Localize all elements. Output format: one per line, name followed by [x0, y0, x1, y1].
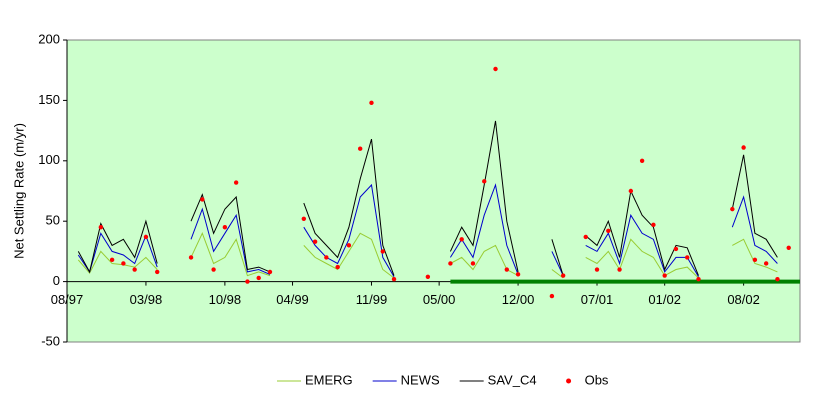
y-tick-label: 50 — [46, 213, 60, 228]
obs-point — [493, 66, 498, 72]
legend-label: Obs — [585, 372, 609, 387]
obs-point — [504, 267, 509, 272]
obs-point — [730, 206, 735, 212]
obs-point — [233, 180, 239, 185]
obs-point — [459, 237, 464, 242]
obs-point — [617, 267, 622, 272]
obs-point — [594, 267, 600, 272]
x-tick-label: 12/00 — [502, 292, 535, 307]
obs-point — [358, 146, 363, 151]
obs-point — [143, 234, 149, 240]
obs-point — [775, 276, 780, 282]
series-line — [77, 232, 778, 279]
obs-point — [696, 276, 701, 282]
x-tick-label: 11/99 — [356, 292, 388, 307]
x-tick-label: 07/01 — [581, 292, 614, 307]
obs-point — [188, 255, 194, 260]
obs-point — [121, 261, 126, 266]
y-tick-label: 0 — [53, 273, 60, 288]
obs-point — [662, 273, 667, 278]
obs-point — [222, 225, 228, 230]
obs-point — [312, 239, 318, 244]
obs-point — [155, 269, 160, 275]
obs-point — [211, 267, 216, 272]
x-tick-label: 03/98 — [130, 292, 163, 307]
x-tick-label: 08/97 — [51, 292, 84, 307]
obs-point — [673, 246, 679, 252]
obs-point — [763, 261, 769, 266]
series-line — [77, 183, 778, 278]
obs-point — [515, 272, 521, 277]
series-line — [77, 120, 778, 276]
obs-point — [606, 228, 611, 234]
obs-point — [200, 197, 205, 202]
obs-point — [752, 257, 758, 263]
obs-point — [369, 100, 374, 106]
obs-point — [786, 245, 791, 250]
obs-point — [335, 264, 340, 270]
x-tick-label: 04/99 — [276, 292, 309, 307]
legend-marker — [566, 378, 572, 384]
x-tick-label: 05/00 — [423, 292, 456, 307]
obs-point — [301, 216, 307, 221]
obs-point — [639, 158, 645, 163]
obs-point — [267, 269, 273, 275]
legend-label: EMERG — [305, 372, 353, 387]
y-tick-label: -50 — [41, 333, 60, 348]
obs-point — [482, 179, 487, 184]
obs-point — [346, 243, 352, 248]
obs-point — [651, 222, 656, 228]
obs-point — [448, 261, 453, 266]
obs-point — [685, 255, 690, 260]
legend-label: SAV_C4 — [488, 372, 537, 387]
obs-point — [245, 279, 250, 284]
obs-point — [98, 225, 104, 230]
obs-point — [425, 274, 431, 279]
legend-label: NEWS — [401, 372, 440, 387]
x-tick-label: 01/02 — [648, 292, 681, 307]
plot-area — [66, 39, 801, 343]
obs-point — [741, 145, 746, 150]
y-tick-label: 100 — [38, 152, 60, 167]
obs-point — [132, 267, 137, 272]
x-tick-label: 10/98 — [209, 292, 242, 307]
obs-point — [628, 188, 634, 194]
y-axis-title: Net Settling Rate (m/yr) — [11, 123, 26, 259]
obs-point — [391, 276, 397, 282]
obs-point — [324, 255, 329, 260]
obs-point — [470, 261, 476, 266]
obs-point — [549, 293, 555, 299]
obs-point — [109, 257, 115, 263]
y-tick-label: 200 — [38, 31, 60, 46]
obs-point — [380, 249, 385, 254]
x-tick-label: 08/02 — [727, 292, 760, 307]
obs-point — [583, 234, 588, 240]
obs-point — [256, 275, 261, 281]
y-tick-label: 150 — [38, 92, 60, 107]
obs-point — [560, 273, 566, 278]
